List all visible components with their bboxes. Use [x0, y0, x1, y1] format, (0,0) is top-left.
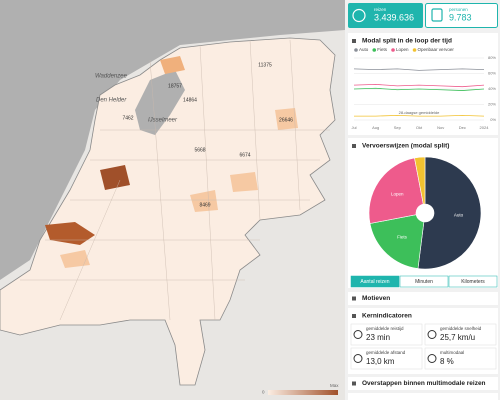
card-label: personen — [449, 7, 468, 12]
region-value: 8469 — [199, 202, 210, 208]
card-value: 3.439.636 — [374, 12, 414, 22]
y-tick-label: 20% — [488, 102, 496, 107]
annotation: 28-daagse gemiddelde — [399, 110, 440, 115]
panel-overstappen[interactable] — [348, 377, 498, 390]
series-line — [353, 87, 485, 91]
card-persons[interactable] — [425, 3, 498, 28]
ijsselmeer-water — [135, 70, 185, 135]
indicator-label: multimodaal — [440, 350, 464, 355]
legend-label[interactable]: Openbaar vervoer — [418, 47, 455, 52]
x-tick-label: Nov — [437, 125, 444, 130]
y-tick-label: 80% — [488, 55, 496, 60]
map-legend-min: 0 — [262, 390, 265, 395]
tab-label: Minuten — [415, 279, 433, 285]
panel-title: Overstappen binnen multimodale reizen — [362, 380, 486, 387]
pie-slice — [414, 156, 426, 205]
indicator-icon — [353, 354, 363, 363]
indicator-box — [350, 347, 423, 370]
place-label: Waddenzee — [95, 74, 128, 80]
drag-handles — [352, 39, 356, 386]
indicator-label: gemiddelde snelheid — [440, 326, 482, 331]
legend-swatch — [391, 48, 395, 52]
panel-next — [348, 393, 498, 400]
region-value: 7462 — [122, 115, 133, 121]
x-tick-label: Sep — [394, 125, 402, 130]
card-label: reizen — [374, 7, 387, 12]
icon — [352, 8, 366, 23]
region-value: 6674 — [239, 152, 250, 158]
region-value: 14864 — [183, 97, 197, 103]
indicator-label: gemiddelde reistijd — [366, 326, 404, 331]
x-tick-label: 2024 — [480, 125, 490, 130]
pie-slice — [368, 157, 424, 224]
legend-label[interactable]: Fiets — [377, 47, 388, 52]
legend-swatch — [354, 48, 358, 52]
place-label: IJsselmeer — [148, 118, 178, 124]
indicator-icon — [427, 330, 437, 339]
place-label: Den Helder — [96, 98, 127, 104]
series-line — [353, 68, 485, 71]
indicator-value: 13,0 km — [366, 357, 395, 366]
legend-label[interactable]: Lopen — [396, 47, 409, 52]
panel-motieven[interactable] — [348, 292, 498, 305]
panel-title: Kernindicatoren — [362, 313, 412, 320]
region-value: 26646 — [279, 117, 293, 123]
slice-label: Lopen — [391, 191, 404, 196]
panel-title: Vervoerswijzen (modal split) — [362, 143, 449, 150]
indicator-label: gemiddelde afstand — [366, 350, 406, 355]
card-value: 9.783 — [449, 12, 472, 22]
slice-label: Fiets — [397, 235, 408, 240]
legend-swatch — [412, 48, 417, 52]
indicator-icon — [427, 354, 437, 363]
sea — [0, 0, 345, 280]
tab-label: Aantal reizen — [360, 279, 389, 285]
x-tick-label: Jul — [351, 125, 356, 130]
tab[interactable] — [448, 275, 498, 288]
region-value: 18757 — [168, 83, 182, 89]
panel-title: Motieven — [362, 295, 390, 302]
region-value: 5668 — [194, 147, 205, 153]
tab[interactable] — [399, 275, 449, 288]
panel-title: Modal split in de loop der tijd — [362, 38, 452, 45]
region-borders — [20, 39, 330, 321]
card-trips[interactable] — [348, 3, 423, 28]
tab[interactable] — [350, 275, 400, 288]
region-highlights — [45, 56, 298, 268]
region-value: 11375 — [258, 62, 272, 68]
slice-label: Auto — [454, 212, 464, 217]
pie-slice — [417, 156, 482, 270]
indicator-value: 25,7 km/u — [440, 333, 475, 342]
series-line — [353, 83, 485, 88]
legend-label[interactable]: Auto — [359, 47, 369, 52]
x-tick-label: Okt — [416, 125, 423, 130]
legend-swatch — [372, 48, 377, 52]
netherlands — [0, 37, 336, 386]
tab-label: Kilometers — [461, 279, 485, 285]
indicator-box — [424, 347, 497, 370]
icon — [431, 8, 443, 22]
x-tick-label: Dec — [459, 125, 466, 130]
y-tick-label: 60% — [488, 71, 496, 76]
y-tick-label: 40% — [488, 86, 496, 91]
indicator-value: 23 min — [366, 333, 390, 342]
x-tick-label: Aug — [372, 125, 379, 130]
indicator-icon — [353, 330, 363, 339]
indicator-box — [350, 323, 423, 346]
series-line — [354, 114, 485, 117]
y-tick-label: 0% — [490, 117, 496, 122]
pie-slice — [369, 214, 425, 269]
indicator-box — [424, 323, 497, 346]
indicator-value: 8 % — [440, 357, 454, 366]
map-legend-max: Max — [330, 383, 339, 388]
map-legend-scale — [268, 390, 338, 395]
